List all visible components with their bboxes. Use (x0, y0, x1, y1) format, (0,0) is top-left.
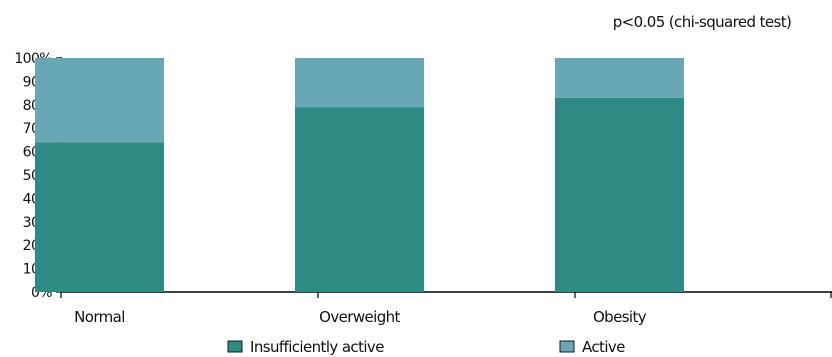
legend-label: Insufficiently active (250, 338, 384, 356)
bars (35, 58, 684, 292)
x-category-label: Normal (74, 308, 125, 326)
x-category-label: Obesity (593, 308, 647, 326)
legend: Insufficiently active Active (227, 338, 626, 356)
legend-swatch (227, 340, 243, 353)
bar-segment (35, 58, 164, 143)
legend-swatch (559, 340, 575, 353)
bar-segment (35, 142, 164, 292)
significance-annotation: p<0.05 (chi-squared test) (613, 13, 792, 31)
bar-segment (295, 58, 424, 108)
x-category-label: Overweight (319, 308, 400, 326)
x-axis: Normal Overweight Obesity (60, 291, 832, 326)
bar-segment (555, 58, 684, 98)
bar-segment (555, 97, 684, 292)
legend-label: Active (582, 338, 625, 356)
bar-segment (295, 107, 424, 292)
